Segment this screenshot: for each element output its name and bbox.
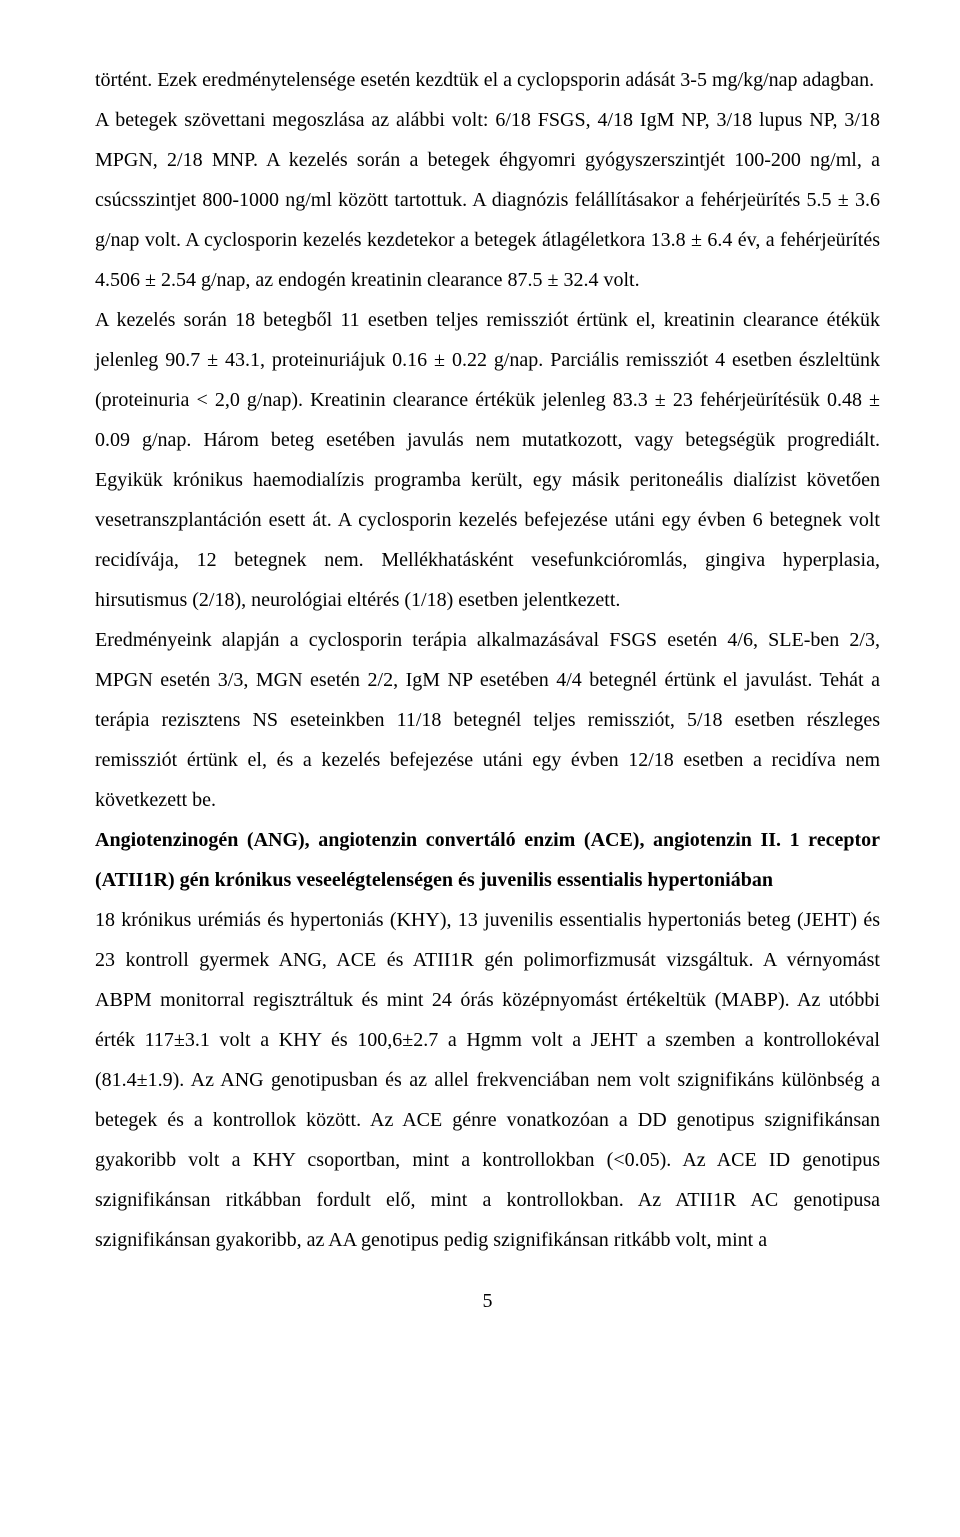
paragraph-5: 18 krónikus urémiás és hypertoniás (KHY)… — [95, 900, 880, 1260]
paragraph-3: A kezelés során 18 betegből 11 esetben t… — [95, 300, 880, 620]
paragraph-2: A betegek szövettani megoszlása az alább… — [95, 100, 880, 300]
section-heading: Angiotenzinogén (ANG), angiotenzin conve… — [95, 820, 880, 900]
paragraph-1: történt. Ezek eredménytelensége esetén k… — [95, 60, 880, 100]
paragraph-4: Eredményeink alapján a cyclosporin teráp… — [95, 620, 880, 820]
page-number: 5 — [95, 1290, 880, 1313]
document-page: történt. Ezek eredménytelensége esetén k… — [0, 0, 960, 1353]
